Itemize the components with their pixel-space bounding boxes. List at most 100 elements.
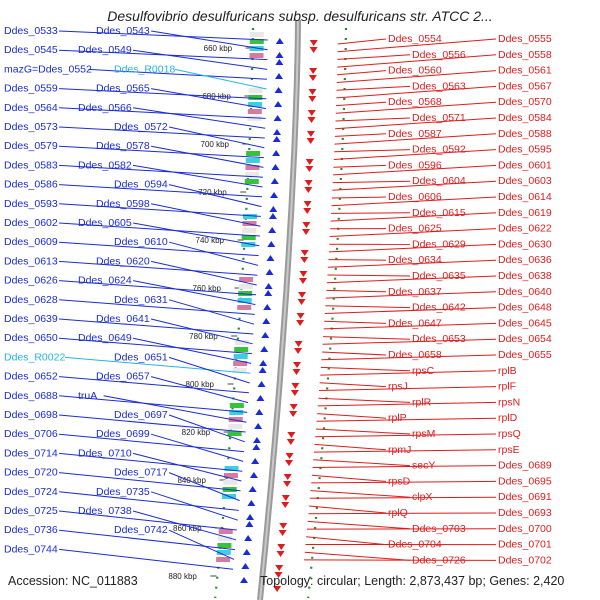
right-gene-arrow [300, 257, 309, 263]
right-gene-label: Ddes_0604 [412, 175, 466, 187]
right-gene-arrow [287, 432, 296, 438]
left-gene-arrow [256, 395, 265, 401]
right-gene-label: rplR [412, 396, 432, 408]
right-gene-label: Ddes_0653 [412, 333, 466, 345]
right-gene-arrow [299, 271, 308, 277]
left-gene-arrow [263, 304, 272, 310]
right-label-connector [329, 228, 497, 237]
right-gene-arrow [307, 117, 316, 123]
right-label-connector [336, 85, 411, 91]
left-gene-arrow [255, 409, 264, 415]
left-gene-label: Ddes_0717 [114, 467, 168, 479]
left-gene-label: Ddes_0566 [78, 102, 132, 114]
left-gene-label: Ddes_0651 [114, 351, 168, 363]
right-gene-arrow [285, 453, 294, 459]
right-gene-label: Ddes_0595 [498, 144, 552, 156]
right-label-connector [307, 520, 411, 530]
right-gene-label: Ddes_0642 [412, 302, 466, 314]
left-label-connector [59, 241, 259, 257]
right-label-connector [308, 512, 497, 515]
left-feature-block [241, 235, 256, 240]
left-gene-arrow [266, 255, 275, 261]
left-label-connector [88, 68, 267, 80]
right-label-connector [334, 133, 497, 145]
right-gene-arrow [306, 131, 315, 137]
right-label-connector [321, 351, 387, 356]
left-gene-label: Ddes_0626 [4, 275, 58, 287]
right-label-connector [331, 196, 497, 207]
right-label-connector [317, 401, 497, 407]
left-gene-label: Ddes_0650 [4, 332, 58, 344]
right-gene-label: Ddes_0619 [498, 207, 552, 219]
left-label-connector [168, 184, 262, 208]
right-gene-arrow [279, 523, 288, 529]
right-label-connector [313, 449, 497, 453]
right-gene-arrow [308, 96, 317, 102]
left-gene-label: Ddes_0543 [96, 25, 150, 37]
right-gene-label: Ddes_0695 [498, 475, 552, 487]
left-gene-label: Ddes_0573 [4, 121, 58, 133]
left-gene-label: Ddes_0652 [4, 371, 58, 383]
right-gene-label: rpmJ [388, 444, 411, 456]
right-label-connector [331, 196, 387, 199]
left-gene-arrow [274, 73, 283, 79]
right-gene-arrow [309, 47, 318, 53]
right-gene-arrow [283, 474, 292, 480]
left-gene-label: Ddes_0565 [96, 83, 150, 95]
left-feature-block [247, 109, 262, 114]
right-gene-label: Ddes_0636 [498, 254, 552, 266]
left-feature-block [223, 480, 238, 485]
right-gene-arrow [296, 320, 305, 326]
right-gene-arrow [284, 460, 293, 466]
scale-tick-label: 860 kbp [173, 524, 202, 533]
left-gene-label: Ddes_0564 [4, 102, 58, 114]
left-label-connector [59, 126, 265, 139]
right-gene-label: Ddes_0561 [498, 65, 552, 77]
left-feature-block [242, 214, 257, 219]
right-label-connector [306, 536, 387, 546]
left-label-connector [133, 49, 268, 70]
left-label-connector [168, 126, 265, 149]
left-feature-block [249, 53, 264, 58]
left-label-connector [103, 395, 247, 423]
left-label-connector [168, 356, 250, 384]
left-label-connector [133, 222, 260, 247]
right-label-connector [332, 180, 497, 191]
right-gene-label: Ddes_0601 [498, 159, 552, 171]
right-label-connector [326, 275, 497, 284]
left-feature-block [217, 543, 232, 548]
left-label-connector [59, 164, 264, 178]
right-label-connector [333, 164, 497, 176]
right-gene-label: Ddes_0587 [388, 128, 442, 140]
right-label-connector [332, 180, 411, 184]
right-gene-arrow [273, 586, 282, 592]
right-gene-label: Ddes_0640 [498, 286, 552, 298]
right-gene-arrow [306, 138, 315, 144]
left-gene-arrow [260, 346, 269, 352]
left-gene-arrow [275, 38, 284, 44]
left-feature-block [228, 424, 243, 429]
left-feature-block [228, 417, 243, 422]
scale-tick-label: 660 kbp [204, 44, 233, 53]
right-gene-label: rpsE [498, 444, 520, 456]
right-label-connector [337, 54, 497, 68]
right-label-connector [334, 149, 411, 153]
left-gene-arrow [268, 227, 277, 233]
left-gene-arrow [272, 136, 281, 142]
left-label-connector [150, 203, 261, 227]
right-gene-arrow [305, 166, 314, 172]
scale-tick-label: 700 kbp [201, 140, 230, 149]
left-feature-block [247, 116, 262, 121]
left-gene-label: Ddes_0697 [114, 409, 168, 421]
left-label-connector [132, 510, 237, 541]
left-gene-arrow [254, 423, 263, 429]
left-feature-block [223, 473, 238, 478]
left-gene-arrow [249, 472, 258, 478]
right-gene-arrow [286, 439, 295, 445]
right-gene-label: Ddes_0570 [498, 96, 552, 108]
left-label-connector [59, 472, 241, 492]
left-feature-block [229, 403, 244, 408]
left-gene-arrow [240, 577, 249, 583]
